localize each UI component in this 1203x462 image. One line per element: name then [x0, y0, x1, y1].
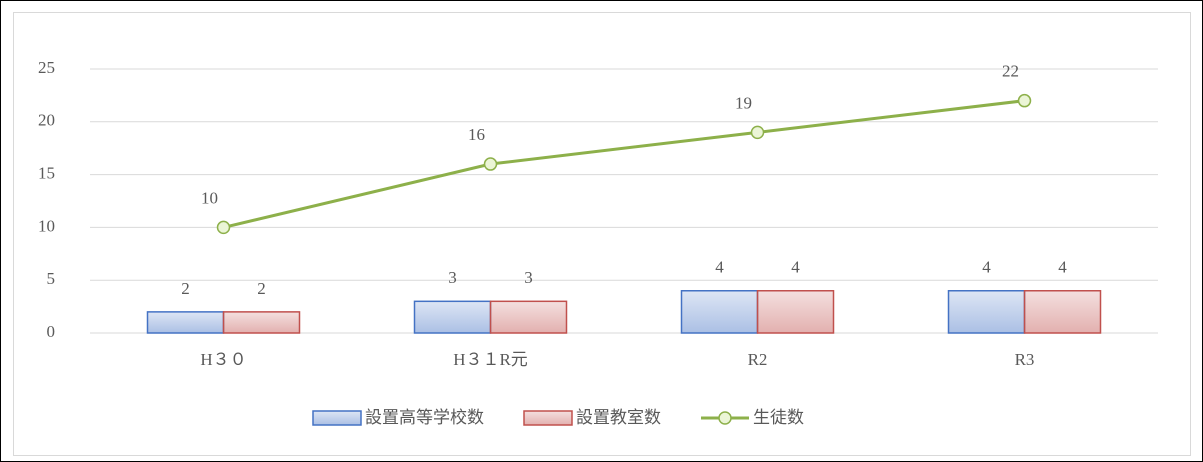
marker: [750, 125, 765, 140]
bar: [756, 290, 835, 334]
legend-swatch: [523, 410, 573, 426]
bar: [413, 300, 492, 334]
y-tick-label: 5: [47, 269, 56, 288]
chart-frame: [13, 12, 1191, 456]
bar: [222, 311, 301, 334]
data-label: 3: [448, 268, 457, 287]
data-label: 3: [524, 268, 533, 287]
data-label: 4: [791, 258, 800, 277]
legend-label: 生徒数: [753, 408, 804, 428]
marker: [216, 220, 231, 235]
data-label: 10: [201, 188, 218, 207]
legend-swatch: [312, 410, 362, 426]
x-tick-label: R2: [748, 350, 768, 369]
y-tick-label: 0: [47, 322, 56, 341]
y-tick-label: 10: [38, 216, 55, 235]
bar: [1023, 290, 1102, 334]
legend-label: 設置高等学校数: [365, 408, 484, 428]
data-label: 4: [715, 258, 724, 277]
x-tick-label: R3: [1015, 350, 1035, 369]
marker: [483, 157, 498, 171]
data-label: 19: [735, 93, 752, 112]
data-label: 2: [257, 279, 266, 298]
bar: [489, 300, 568, 334]
data-label: 4: [1058, 258, 1067, 277]
x-tick-label: H３１R元: [453, 350, 528, 369]
data-label: 4: [982, 258, 991, 277]
bar: [947, 290, 1026, 334]
y-tick-label: 15: [38, 164, 55, 183]
data-label: 2: [181, 279, 190, 298]
bar: [680, 290, 759, 334]
data-label: 16: [468, 125, 485, 144]
legend-label: 設置教室数: [576, 408, 661, 428]
bar: [146, 311, 225, 334]
y-tick-label: 25: [38, 58, 55, 77]
legend-marker: [718, 411, 732, 425]
x-tick-label: H３０: [200, 350, 246, 369]
data-label: 22: [1002, 62, 1019, 81]
marker: [1017, 93, 1032, 108]
line: [223, 99, 1025, 229]
y-tick-label: 20: [38, 111, 55, 130]
